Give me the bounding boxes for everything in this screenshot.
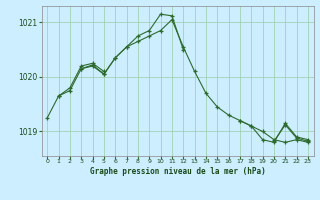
X-axis label: Graphe pression niveau de la mer (hPa): Graphe pression niveau de la mer (hPa) bbox=[90, 167, 266, 176]
